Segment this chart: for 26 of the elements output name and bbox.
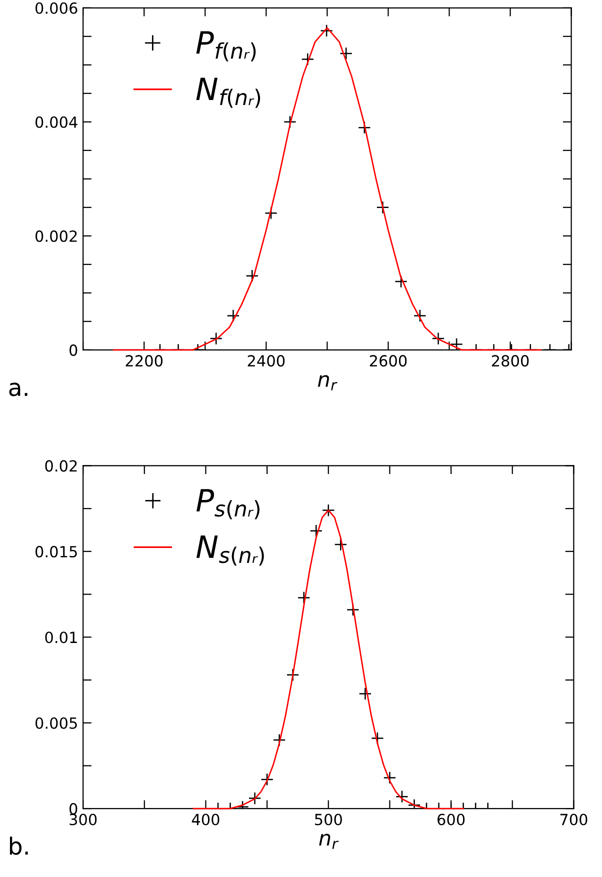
legend-label: N$_{f(nᵣ)}$ <box>196 78 260 108</box>
y-tick-label: 0.005 <box>35 717 77 729</box>
x-axis-title: n$_{r}$ <box>319 834 339 849</box>
y-tick-label: 0.02 <box>45 460 77 472</box>
legend-label: N$_{s(nᵣ)}$ <box>196 536 264 566</box>
y-tick-label: 0 <box>70 803 78 815</box>
x-tick-label: 2800 <box>492 355 529 367</box>
x-axis-title: n$_{r}$ <box>318 375 338 390</box>
x-tick-label: 300 <box>70 814 97 826</box>
y-tick-label: 0 <box>70 344 78 356</box>
x-tick-label: 2200 <box>126 355 163 367</box>
x-tick-label: 600 <box>438 814 465 826</box>
y-tick-label: 0.015 <box>35 546 77 558</box>
x-tick-label: 2600 <box>370 355 407 367</box>
x-tick-label: 2400 <box>248 355 285 367</box>
x-tick-label: 400 <box>192 814 220 826</box>
text: b. <box>10 836 28 855</box>
text: a. <box>9 382 28 396</box>
y-tick-label: 0.01 <box>45 632 77 644</box>
x-tick-label: 500 <box>314 814 342 826</box>
legend-label: P$_{s(nᵣ)}$ <box>196 489 260 520</box>
x-tick-label: 700 <box>560 814 588 826</box>
y-tick-label: 0.004 <box>35 116 78 128</box>
y-tick-label: 0.006 <box>35 2 78 14</box>
legend-label: P$_{f(nᵣ)}$ <box>196 31 256 62</box>
y-tick-label: 0.002 <box>35 230 77 242</box>
